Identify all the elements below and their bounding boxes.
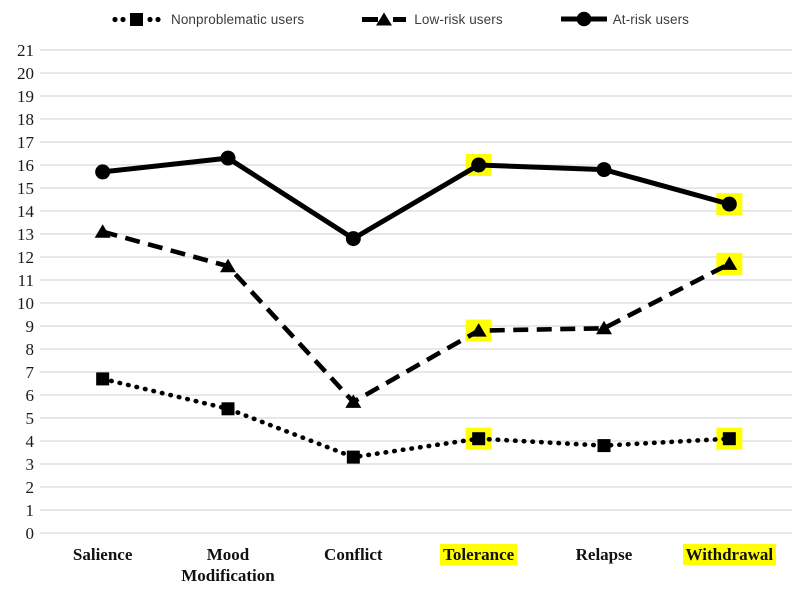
solid-circle-line-icon <box>560 11 607 27</box>
x-category-label: Conflict <box>291 544 416 565</box>
category-text: Conflict <box>324 545 383 564</box>
category-text: Mood Modification <box>181 545 275 585</box>
y-tick-label: 5 <box>26 409 35 428</box>
chart-legend: Nonproblematic users Low-risk users At-r… <box>0 6 800 32</box>
highlighted-category-text: Withdrawal <box>682 544 777 565</box>
circle-marker <box>721 196 737 212</box>
series-line-solid <box>102 155 730 242</box>
x-category-label: Relapse <box>541 544 666 565</box>
square-marker <box>472 432 486 446</box>
y-tick-label: 15 <box>17 179 34 198</box>
category-text: Salience <box>72 545 133 564</box>
y-tick-label: 19 <box>17 87 34 106</box>
highlighted-category-text: Tolerance <box>440 544 518 565</box>
square-marker <box>221 402 235 416</box>
legend-item-at-risk: At-risk users <box>560 11 690 27</box>
legend-label-low-risk: Low-risk users <box>414 11 503 27</box>
y-tick-label: 11 <box>18 271 34 290</box>
legend-label-at-risk: At-risk users <box>612 11 690 27</box>
y-tick-label: 4 <box>26 432 35 451</box>
y-tick-label: 3 <box>26 455 35 474</box>
circle-marker <box>471 157 487 173</box>
triangle-marker <box>345 394 362 408</box>
circle-marker <box>596 162 612 178</box>
triangle-marker <box>470 323 487 337</box>
y-tick-label: 1 <box>26 501 35 520</box>
y-tick-label: 14 <box>17 202 35 221</box>
square-marker <box>96 372 110 386</box>
square-marker <box>597 439 611 453</box>
y-tick-label: 17 <box>17 133 35 152</box>
y-tick-label: 21 <box>17 41 34 60</box>
y-tick-label: 13 <box>17 225 34 244</box>
circle-marker <box>220 150 236 166</box>
legend-item-low-risk: Low-risk users <box>362 11 503 27</box>
triangle-marker <box>220 258 236 273</box>
y-tick-label: 6 <box>26 386 35 405</box>
y-tick-label: 7 <box>26 363 35 382</box>
square-marker <box>722 432 736 446</box>
dashed-triangle-line-icon <box>362 12 407 25</box>
x-category-label: Withdrawal <box>667 544 792 565</box>
y-tick-label: 20 <box>17 64 34 83</box>
triangle-marker <box>596 320 612 335</box>
legend-label-nonproblematic: Nonproblematic users <box>170 11 305 27</box>
y-tick-label: 10 <box>17 294 34 313</box>
legend-item-nonproblematic: Nonproblematic users <box>111 12 304 27</box>
y-tick-label: 2 <box>26 478 35 497</box>
square-marker <box>346 450 360 464</box>
dotted-square-line-icon <box>112 12 161 26</box>
y-tick-label: 16 <box>17 156 34 175</box>
circle-marker <box>345 231 361 247</box>
y-tick-label: 0 <box>26 524 35 543</box>
y-tick-label: 18 <box>17 110 34 129</box>
series-line-dashed <box>102 229 731 405</box>
y-tick-label: 12 <box>17 248 34 267</box>
circle-marker <box>95 164 111 180</box>
x-axis-labels: Salience Mood Modification Conflict Toleran… <box>40 544 792 586</box>
x-category-label: Tolerance <box>416 544 541 565</box>
triangle-marker <box>721 256 738 270</box>
y-tick-label: 8 <box>26 340 35 359</box>
y-tick-label: 9 <box>26 317 35 336</box>
category-text: Relapse <box>575 545 633 564</box>
x-category-label: Salience <box>40 544 165 565</box>
triangle-marker <box>94 224 111 238</box>
x-category-label: Mood Modification <box>165 544 290 586</box>
